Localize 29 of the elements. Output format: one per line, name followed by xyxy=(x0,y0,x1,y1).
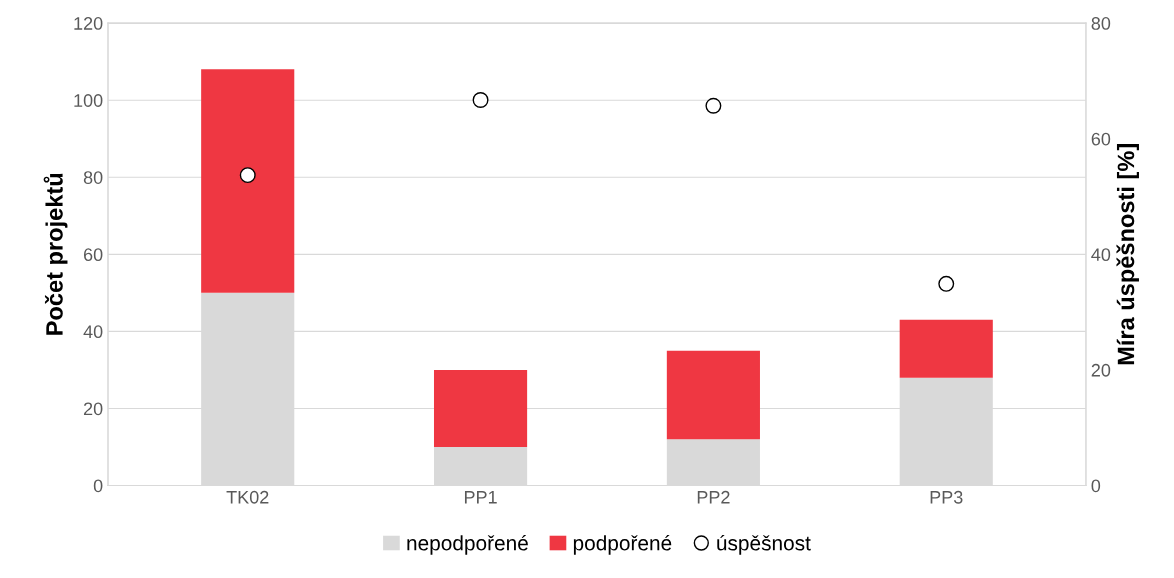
bar xyxy=(666,439,760,486)
y-tick-label: 120 xyxy=(74,17,103,30)
y-tick-label: 100 xyxy=(74,94,103,107)
y-axis-title: Počet projektů xyxy=(43,173,68,335)
bar xyxy=(666,350,760,440)
bar xyxy=(433,446,528,486)
legend-label: podpořené xyxy=(573,534,672,555)
x-tick-label: PP3 xyxy=(930,490,963,504)
y2-tick-label: 20 xyxy=(1091,363,1111,377)
y2-tick-label: 60 xyxy=(1091,132,1111,146)
y2-tick-label: 0 xyxy=(1091,479,1101,493)
x-tick-label: PP2 xyxy=(697,490,730,504)
bar xyxy=(201,69,295,293)
point xyxy=(239,167,256,184)
y-tick-label: 60 xyxy=(83,248,103,262)
bar xyxy=(433,369,528,447)
y-tick-label: 40 xyxy=(83,325,103,339)
x-tick-label: PP1 xyxy=(464,491,497,504)
legend-label: úspěšnost xyxy=(717,534,811,555)
y2-axis-title: Míra úspěšnosti [%] xyxy=(1116,144,1139,365)
legend-label: nepodpořené xyxy=(407,534,528,555)
y2-tick-label: 80 xyxy=(1091,17,1111,30)
y-tick-label: 0 xyxy=(93,479,103,493)
point xyxy=(472,92,489,108)
y-tick-label: 80 xyxy=(83,171,103,184)
x-tick-label: TK02 xyxy=(226,490,269,504)
y-tick-label: 20 xyxy=(83,402,103,416)
bar xyxy=(899,319,993,378)
y2-tick-label: 40 xyxy=(1091,248,1111,262)
